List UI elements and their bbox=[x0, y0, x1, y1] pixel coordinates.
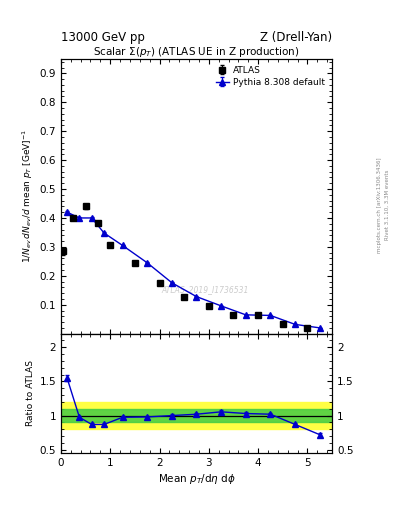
X-axis label: Mean $p_T$/d$\eta$ d$\phi$: Mean $p_T$/d$\eta$ d$\phi$ bbox=[158, 472, 235, 486]
Text: Z (Drell-Yan): Z (Drell-Yan) bbox=[260, 31, 332, 44]
Title: Scalar $\Sigma(p_T)$ (ATLAS UE in Z production): Scalar $\Sigma(p_T)$ (ATLAS UE in Z prod… bbox=[93, 45, 300, 59]
Legend: ATLAS, Pythia 8.308 default: ATLAS, Pythia 8.308 default bbox=[213, 63, 328, 90]
Bar bbox=[61, 402, 332, 429]
Text: ATLAS_2019_I1736531: ATLAS_2019_I1736531 bbox=[161, 285, 248, 294]
Bar bbox=[61, 409, 332, 422]
Text: mcplots.cern.ch [arXiv:1306.3436]: mcplots.cern.ch [arXiv:1306.3436] bbox=[377, 157, 382, 252]
Y-axis label: $1/N_{ev}\,dN_{ev}/d$ mean $p_T$ [GeV]$^{-1}$: $1/N_{ev}\,dN_{ev}/d$ mean $p_T$ [GeV]$^… bbox=[21, 129, 35, 264]
Y-axis label: Ratio to ATLAS: Ratio to ATLAS bbox=[26, 360, 35, 426]
Text: Rivet 3.1.10, 3.3M events: Rivet 3.1.10, 3.3M events bbox=[385, 169, 389, 240]
Text: 13000 GeV pp: 13000 GeV pp bbox=[61, 31, 145, 44]
